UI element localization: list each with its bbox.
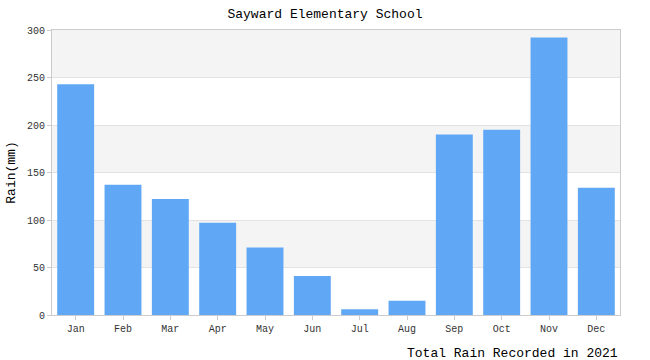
svg-text:Apr: Apr bbox=[209, 324, 227, 335]
svg-text:Jan: Jan bbox=[67, 324, 85, 335]
svg-text:Sayward Elementary School: Sayward Elementary School bbox=[227, 7, 422, 22]
svg-text:Mar: Mar bbox=[161, 324, 179, 335]
svg-text:Jul: Jul bbox=[351, 324, 369, 335]
svg-text:Feb: Feb bbox=[114, 324, 132, 335]
svg-text:Aug: Aug bbox=[398, 324, 416, 335]
svg-text:150: 150 bbox=[27, 168, 45, 179]
svg-text:Dec: Dec bbox=[587, 324, 605, 335]
svg-text:200: 200 bbox=[27, 121, 45, 132]
svg-text:100: 100 bbox=[27, 216, 45, 227]
svg-text:Jun: Jun bbox=[303, 324, 321, 335]
svg-text:300: 300 bbox=[27, 26, 45, 37]
svg-text:Rain(mm): Rain(mm) bbox=[4, 141, 19, 203]
svg-text:May: May bbox=[256, 324, 274, 335]
svg-text:Oct: Oct bbox=[493, 324, 511, 335]
svg-text:0: 0 bbox=[39, 311, 45, 322]
svg-text:Total Rain Recorded in 2021: Total Rain Recorded in 2021 bbox=[407, 346, 618, 360]
svg-text:Sep: Sep bbox=[445, 324, 463, 335]
svg-text:Nov: Nov bbox=[540, 324, 558, 335]
svg-text:250: 250 bbox=[27, 73, 45, 84]
svg-text:50: 50 bbox=[33, 263, 45, 274]
